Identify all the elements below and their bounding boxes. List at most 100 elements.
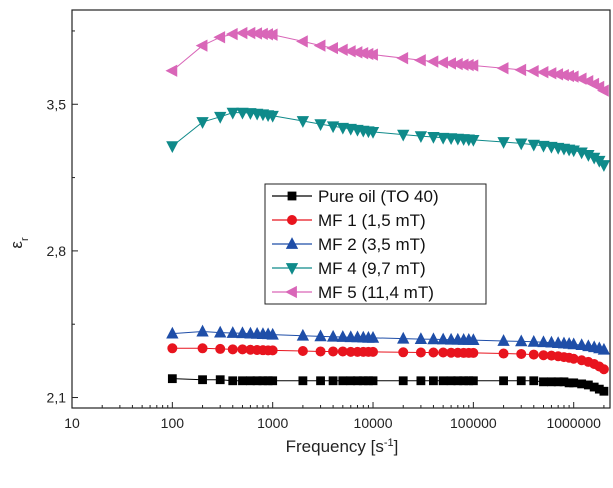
data-point [296, 328, 310, 341]
data-point [195, 39, 208, 52]
data-point [226, 107, 239, 120]
data-point [196, 324, 209, 337]
data-point [214, 111, 227, 124]
series-3 [166, 324, 611, 355]
x-tick-label: 10000 [354, 415, 393, 431]
data-point [236, 107, 249, 120]
series-line [172, 112, 605, 166]
data-point [214, 325, 227, 338]
x-axis-title-end: ] [394, 437, 399, 456]
legend-entry: MF 4 (9,7 mT) [272, 259, 426, 278]
data-point [268, 376, 278, 386]
data-point [496, 62, 509, 75]
legend-label: MF 2 (3,5 mT) [318, 235, 426, 254]
data-point [266, 110, 279, 123]
data-point [515, 334, 528, 347]
data-point [467, 333, 480, 346]
data-point [416, 376, 426, 386]
x-axis-title-main: Frequency [s [286, 437, 384, 456]
data-point [215, 375, 225, 385]
data-point [398, 376, 408, 386]
data-point [226, 326, 239, 338]
data-point [397, 331, 410, 344]
series-2 [167, 343, 609, 375]
data-point [536, 66, 549, 79]
data-point [228, 376, 238, 386]
x-axis-title: Frequency [s-1] [286, 437, 399, 456]
data-point [515, 138, 528, 151]
x-axis-title-sup: -1 [384, 437, 394, 449]
data-point [414, 332, 428, 344]
data-point [599, 386, 609, 396]
legend-label: MF 4 (9,7 mT) [318, 259, 426, 278]
data-point [225, 27, 238, 41]
data-point [165, 64, 178, 77]
data-point [438, 376, 448, 386]
data-point [166, 326, 179, 339]
data-point [526, 65, 539, 78]
x-axis: 10 100 1000 10000 100000 1000000 [64, 402, 605, 431]
x-tick-label: 100000 [450, 415, 497, 431]
plot-frame [71, 9, 611, 409]
data-point [516, 376, 526, 386]
data-point [265, 28, 278, 41]
legend-entry: MF 1 (1,5 mT) [272, 211, 426, 230]
data-point [297, 346, 308, 357]
y-axis-title-sub: r [19, 237, 31, 241]
series-layer [165, 26, 611, 396]
data-point [436, 132, 450, 145]
data-point [528, 349, 539, 360]
data-point [266, 327, 279, 340]
legend-marker [285, 285, 297, 299]
y-tick-label: 2,1 [47, 390, 67, 406]
data-point [313, 39, 326, 52]
legend-entry: Pure oil (TO 40) [272, 187, 439, 206]
data-point [368, 376, 378, 386]
data-point [328, 376, 338, 386]
legend-marker [286, 214, 297, 225]
data-point [326, 41, 338, 55]
data-point [436, 332, 450, 345]
data-point [326, 329, 340, 342]
data-point [366, 48, 378, 61]
data-point [426, 55, 439, 68]
data-point [198, 375, 207, 385]
data-point [467, 134, 480, 147]
y-axis-title-main: ε [7, 241, 26, 249]
data-point [597, 160, 611, 172]
data-point [414, 54, 426, 67]
data-point [366, 127, 380, 139]
legend-label: MF 1 (1,5 mT) [318, 211, 426, 230]
data-point [414, 131, 428, 143]
data-point [368, 346, 379, 357]
data-point [497, 334, 510, 346]
legend-marker [285, 263, 299, 275]
data-point [468, 376, 478, 386]
y-axis-title: εr [7, 237, 31, 249]
data-point [514, 63, 527, 77]
data-point [166, 141, 179, 154]
data-point [527, 139, 540, 152]
legend-label: MF 5 (11,4 mT) [318, 283, 434, 302]
data-point [314, 329, 327, 342]
data-point [296, 35, 308, 48]
data-point [167, 374, 177, 384]
x-tick-label: 100 [161, 415, 185, 431]
data-point [215, 343, 226, 354]
data-point [428, 347, 439, 358]
data-point [267, 345, 278, 356]
data-point [529, 376, 539, 386]
data-point [197, 343, 208, 354]
data-point [366, 330, 380, 343]
series-4 [166, 107, 611, 172]
data-point [598, 364, 609, 375]
data-point [499, 376, 508, 386]
y-tick-label: 2,8 [47, 243, 67, 259]
data-point [427, 132, 440, 144]
data-point [227, 344, 238, 355]
data-point [597, 342, 611, 355]
data-point [336, 330, 349, 342]
data-point [466, 59, 479, 72]
data-point [335, 43, 348, 56]
